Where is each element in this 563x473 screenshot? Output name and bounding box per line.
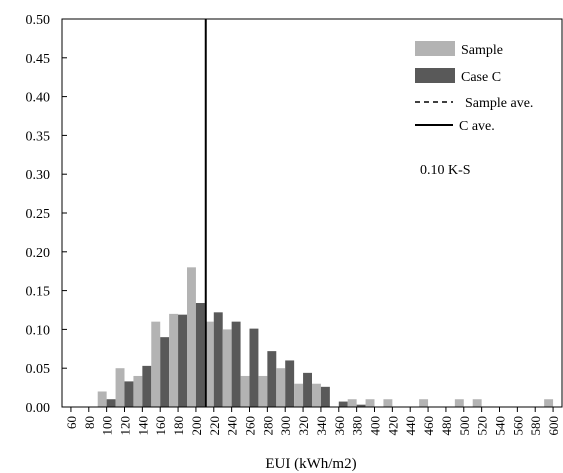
bar-case-c-240 [231,321,241,407]
x-tick-label: 300 [278,416,293,436]
bar-case-c-340 [320,386,330,407]
y-tick-label: 0.15 [26,285,51,300]
x-tick-label: 160 [153,416,168,436]
bar-sample-180 [169,313,179,407]
x-tick-label: 320 [296,416,311,436]
bars-group [97,267,554,407]
y-tick-label: 0.35 [26,129,51,144]
y-tick-label: 0.40 [26,91,51,106]
y-tick-label: 0.00 [26,401,51,416]
bar-case-c-260 [249,328,259,407]
bar-sample-400 [365,399,375,407]
x-tick-label: 480 [439,416,454,436]
bar-case-c-220 [213,312,223,407]
bar-case-c-200 [195,303,205,407]
bar-case-c-100 [106,399,116,407]
bar-sample-380 [347,399,357,407]
bar-sample-460 [419,399,429,407]
legend-label-c-ave: C ave. [459,119,495,134]
x-tick-label: 580 [528,416,543,436]
x-tick-label: 540 [493,416,508,436]
y-tick-label: 0.30 [26,168,51,183]
bar-case-c-360 [338,401,348,407]
x-tick-label: 440 [403,416,418,436]
bar-sample-520 [472,399,482,407]
x-tick-label: 260 [243,416,258,436]
legend-label-sample: Sample [461,43,503,58]
bar-sample-600 [544,399,554,407]
x-tick-label: 240 [225,416,240,436]
bar-case-c-280 [267,351,277,407]
ks-annotation: 0.10 K-S [420,163,471,178]
bar-case-c-320 [303,372,312,407]
x-tick-label: 120 [118,416,133,436]
bar-case-c-380 [356,404,366,407]
x-tick-label: 220 [207,416,222,436]
y-tick-label: 0.05 [26,362,51,377]
x-tick-label: 180 [171,416,186,436]
bar-sample-420 [383,399,393,407]
bar-case-c-120 [124,381,134,407]
x-tick-label: 500 [457,416,472,436]
x-tick-label: 380 [350,416,365,436]
bar-case-c-180 [178,314,187,407]
bar-sample-240 [222,329,232,407]
bar-sample-120 [115,368,125,407]
x-tick-label: 420 [385,416,400,436]
x-tick-label: 280 [260,416,275,436]
bar-sample-260 [240,375,250,407]
bar-case-c-140 [142,365,152,407]
legend: Sample Case C Sample ave. C ave. [415,41,533,134]
x-tick-label: 100 [100,416,115,436]
y-tick-label: 0.10 [26,323,51,338]
x-tick-label: 360 [332,416,347,436]
x-axis-title: EUI (kWh/m2) [265,456,356,472]
bar-sample-220 [204,321,214,407]
y-tick-label: 0.20 [26,246,51,261]
x-tick-label: 340 [314,416,329,436]
y-tick-label: 0.25 [26,207,51,222]
bar-sample-340 [312,383,321,407]
x-tick-label: 60 [64,416,79,429]
x-tick-label: 400 [368,416,383,436]
bar-sample-320 [294,383,304,407]
y-tick-label: 0.50 [26,13,51,28]
bar-sample-300 [276,368,286,407]
bar-sample-160 [151,321,161,407]
legend-swatch-case-c [415,68,455,83]
x-tick-label: 80 [82,416,97,429]
legend-swatch-sample [415,41,455,56]
bar-case-c-160 [160,337,170,407]
y-tick-label: 0.45 [26,52,51,67]
y-axis: 0.00 0.05 0.10 0.15 0.20 0.25 0.30 0.35 0.40 0.45… [26,13,67,416]
legend-label-sample-ave: Sample ave. [465,96,533,111]
bar-sample-200 [187,267,196,407]
x-tick-label: 140 [135,416,150,436]
x-tick-label: 200 [189,416,204,436]
legend-label-case-c: Case C [461,70,501,85]
x-axis: 60 80 100 120 140 160 180 200 220 240 260 280 300 320… [64,407,561,436]
x-tick-label: 520 [475,416,490,436]
bar-sample-100 [97,391,107,407]
x-tick-label: 460 [421,416,436,436]
bar-sample-500 [454,399,464,407]
x-tick-label: 560 [510,416,525,436]
bar-sample-280 [258,375,268,407]
bar-case-c-300 [285,360,295,407]
bar-sample-140 [133,375,143,407]
x-tick-label: 600 [546,416,561,436]
